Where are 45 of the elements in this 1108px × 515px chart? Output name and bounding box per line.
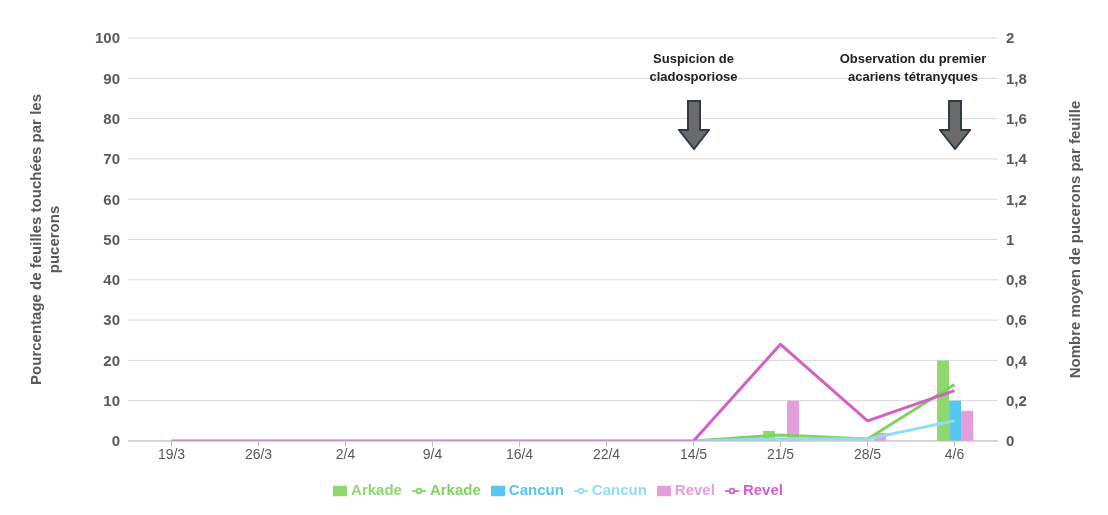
y-tick-label: 0 xyxy=(111,432,120,450)
legend-label: Revel xyxy=(742,480,783,498)
y-tick-label: 80 xyxy=(103,109,120,127)
x-tick-label: 28/5 xyxy=(853,445,882,462)
x-tick-label: 22/4 xyxy=(592,445,621,462)
x-tick-label: 14/5 xyxy=(679,445,708,462)
legend-label: Arkade xyxy=(351,480,402,498)
x-tick-label: 19/3 xyxy=(157,445,186,462)
y2-tick-label: 0,8 xyxy=(1006,271,1027,289)
y-tick-label: 50 xyxy=(103,230,120,248)
y-tick-label: 40 xyxy=(103,271,120,289)
x-tick-label: 2/4 xyxy=(335,445,356,462)
y2-tick-label: 0,6 xyxy=(1006,311,1027,329)
legend-label: Cancun xyxy=(591,480,647,498)
bar xyxy=(949,400,962,441)
y-tick-label: 90 xyxy=(103,69,120,87)
x-tick-label: 4/6 xyxy=(944,445,965,462)
y-tick-label: 20 xyxy=(103,351,120,369)
y2-tick-label: 0 xyxy=(1006,432,1015,450)
y-tick-label: 70 xyxy=(103,150,120,168)
x-tick-label: 21/5 xyxy=(766,445,795,462)
y2-tick-label: 2 xyxy=(1006,29,1015,47)
y2-tick-label: 1,2 xyxy=(1006,190,1027,208)
x-tick-label: 9/4 xyxy=(422,445,443,462)
annotation: Suspicion de cladosporiose xyxy=(648,50,739,86)
line-series xyxy=(170,342,956,441)
y-axis-title: Pourcentage de feuilles touchées par les pucerons xyxy=(27,94,62,385)
x-tick-label: 16/4 xyxy=(505,445,534,462)
legend-label: Arkade xyxy=(429,480,481,498)
annotation: Observation du premier acariens tétranyques xyxy=(838,50,988,86)
bar xyxy=(961,410,974,441)
y-tick-label: 60 xyxy=(103,190,120,208)
legend-label: Cancun xyxy=(508,480,564,498)
x-tick-label: 26/3 xyxy=(244,445,273,462)
y2-tick-label: 0,2 xyxy=(1006,392,1027,409)
y2-tick-label: 0,4 xyxy=(1006,351,1028,369)
legend-label: Revel xyxy=(674,480,715,498)
y2-tick-label: 1,6 xyxy=(1006,109,1027,127)
y2-tick-label: 1,4 xyxy=(1006,150,1028,168)
y-tick-label: 100 xyxy=(94,29,120,47)
y2-tick-label: 1 xyxy=(1006,230,1015,248)
y2-axis-title: Nombre moyen de pucerons par feuille xyxy=(1066,100,1083,379)
y-tick-label: 10 xyxy=(103,392,120,409)
y2-tick-label: 1,8 xyxy=(1006,69,1027,87)
y-tick-label: 30 xyxy=(103,311,120,329)
